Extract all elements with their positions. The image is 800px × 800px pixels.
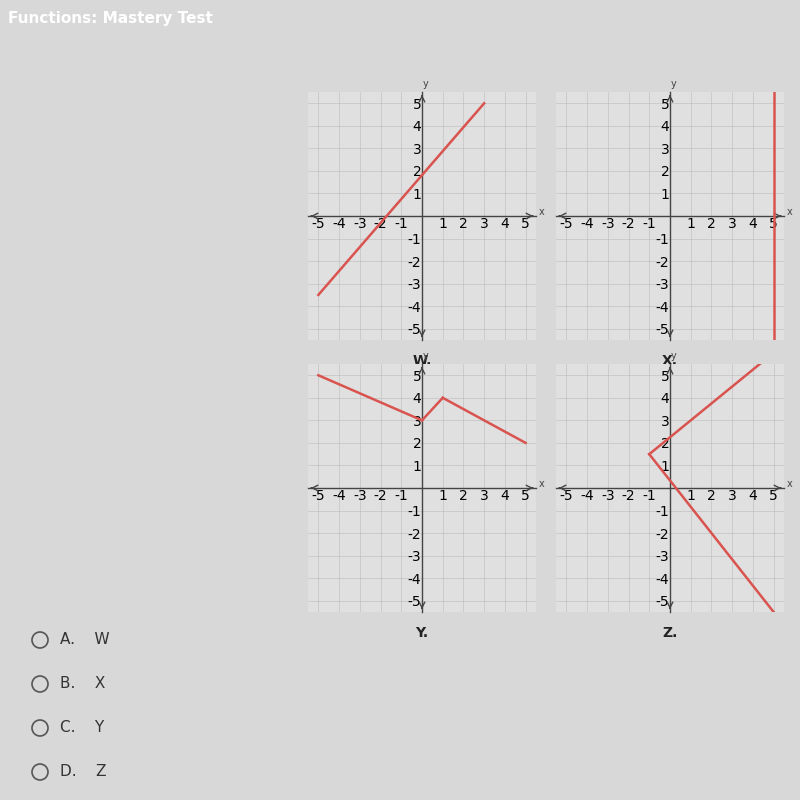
Text: B.    X: B. X [60,677,106,691]
Text: W.: W. [412,354,432,368]
Text: C.    Y: C. Y [60,721,104,735]
Text: y: y [423,78,429,89]
Text: y: y [423,350,429,361]
Text: D.    Z: D. Z [60,765,106,779]
Text: y: y [671,78,677,89]
Text: x: x [539,207,545,217]
Text: x: x [787,479,793,489]
Text: X.: X. [662,354,678,368]
Text: Z.: Z. [662,626,678,640]
Text: x: x [787,207,793,217]
Text: Functions: Mastery Test: Functions: Mastery Test [8,10,213,26]
Text: A.    W: A. W [60,633,110,647]
Text: y: y [671,350,677,361]
Text: Y.: Y. [415,626,429,640]
Text: x: x [539,479,545,489]
